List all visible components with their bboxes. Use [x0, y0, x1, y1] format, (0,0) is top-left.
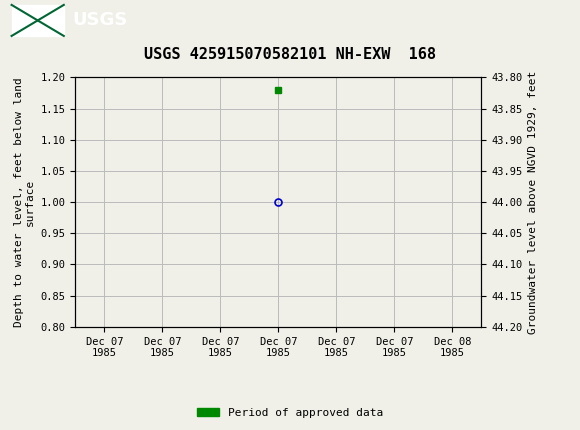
Text: USGS: USGS: [72, 12, 128, 29]
Text: USGS 425915070582101 NH-EXW  168: USGS 425915070582101 NH-EXW 168: [144, 47, 436, 62]
Y-axis label: Groundwater level above NGVD 1929, feet: Groundwater level above NGVD 1929, feet: [528, 71, 538, 334]
Bar: [12, 5, 64, 36]
Y-axis label: Depth to water level, feet below land
surface: Depth to water level, feet below land su…: [13, 77, 35, 327]
Legend: Period of approved data: Period of approved data: [193, 403, 387, 422]
